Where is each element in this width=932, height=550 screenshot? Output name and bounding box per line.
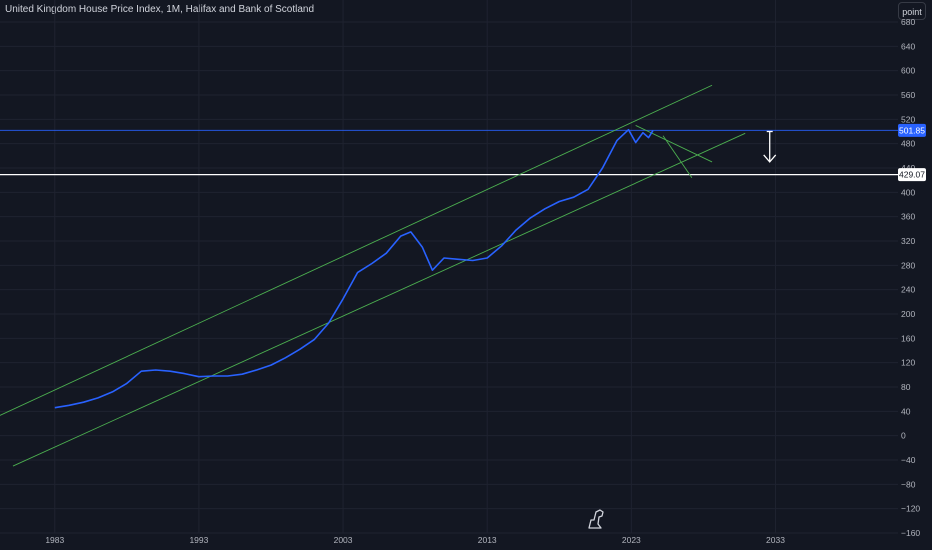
x-tick-label: 2023 (622, 535, 641, 545)
y-tick-label: 40 (901, 406, 911, 416)
chart-title: United Kingdom House Price Index, 1M, Ha… (5, 4, 315, 15)
y-tick-label: 360 (901, 212, 915, 222)
x-axis: 1983 1993 2003 2013 2023 2033 (45, 535, 785, 545)
horizontal-line-label: 429.07 (899, 170, 925, 180)
y-tick-label: −40 (901, 455, 916, 465)
x-tick-label: 1993 (189, 535, 208, 545)
price-tags: 501.85 429.07 (898, 123, 926, 182)
series-line (54, 128, 654, 409)
unit-button[interactable]: point (898, 2, 926, 20)
y-tick-label: 280 (901, 260, 915, 270)
x-tick-label: 2033 (766, 535, 785, 545)
y-tick-label: 200 (901, 309, 915, 319)
x-tick-label: 2003 (334, 535, 353, 545)
y-tick-label: −160 (901, 528, 920, 538)
y-tick-label: 320 (901, 236, 915, 246)
y-tick-label: 520 (901, 114, 915, 124)
drawings (0, 84, 898, 467)
y-tick-label: 560 (901, 90, 915, 100)
horizontal-line-tag (898, 168, 926, 182)
y-tick-label: 120 (901, 358, 915, 368)
y-tick-label: 240 (901, 285, 915, 295)
last-price-tag (898, 123, 926, 137)
y-axis: 6806406005605204804404003603202802402001… (901, 17, 920, 538)
last-price-label: 501.85 (899, 125, 925, 135)
series (54, 128, 654, 409)
y-tick-label: 0 (901, 431, 906, 441)
y-tick-label: 480 (901, 139, 915, 149)
y-tick-label: 640 (901, 41, 915, 51)
y-tick-label: −120 (901, 504, 920, 514)
grid (0, 0, 898, 534)
y-tick-label: 440 (901, 163, 915, 173)
x-tick-label: 1983 (45, 535, 64, 545)
y-tick-label: 400 (901, 187, 915, 197)
tradingview-logo-icon (588, 509, 604, 529)
y-tick-label: 160 (901, 333, 915, 343)
channel-upper-line (0, 84, 713, 416)
triangle-line (635, 125, 713, 163)
y-tick-label: 680 (901, 17, 915, 27)
arrow-head-icon (763, 154, 777, 163)
triangle-line (662, 135, 693, 178)
y-tick-label: −80 (901, 479, 916, 489)
channel-lower-line (12, 132, 746, 467)
y-tick-label: 600 (901, 66, 915, 76)
y-tick-label: 80 (901, 382, 911, 392)
x-tick-label: 2013 (478, 535, 497, 545)
